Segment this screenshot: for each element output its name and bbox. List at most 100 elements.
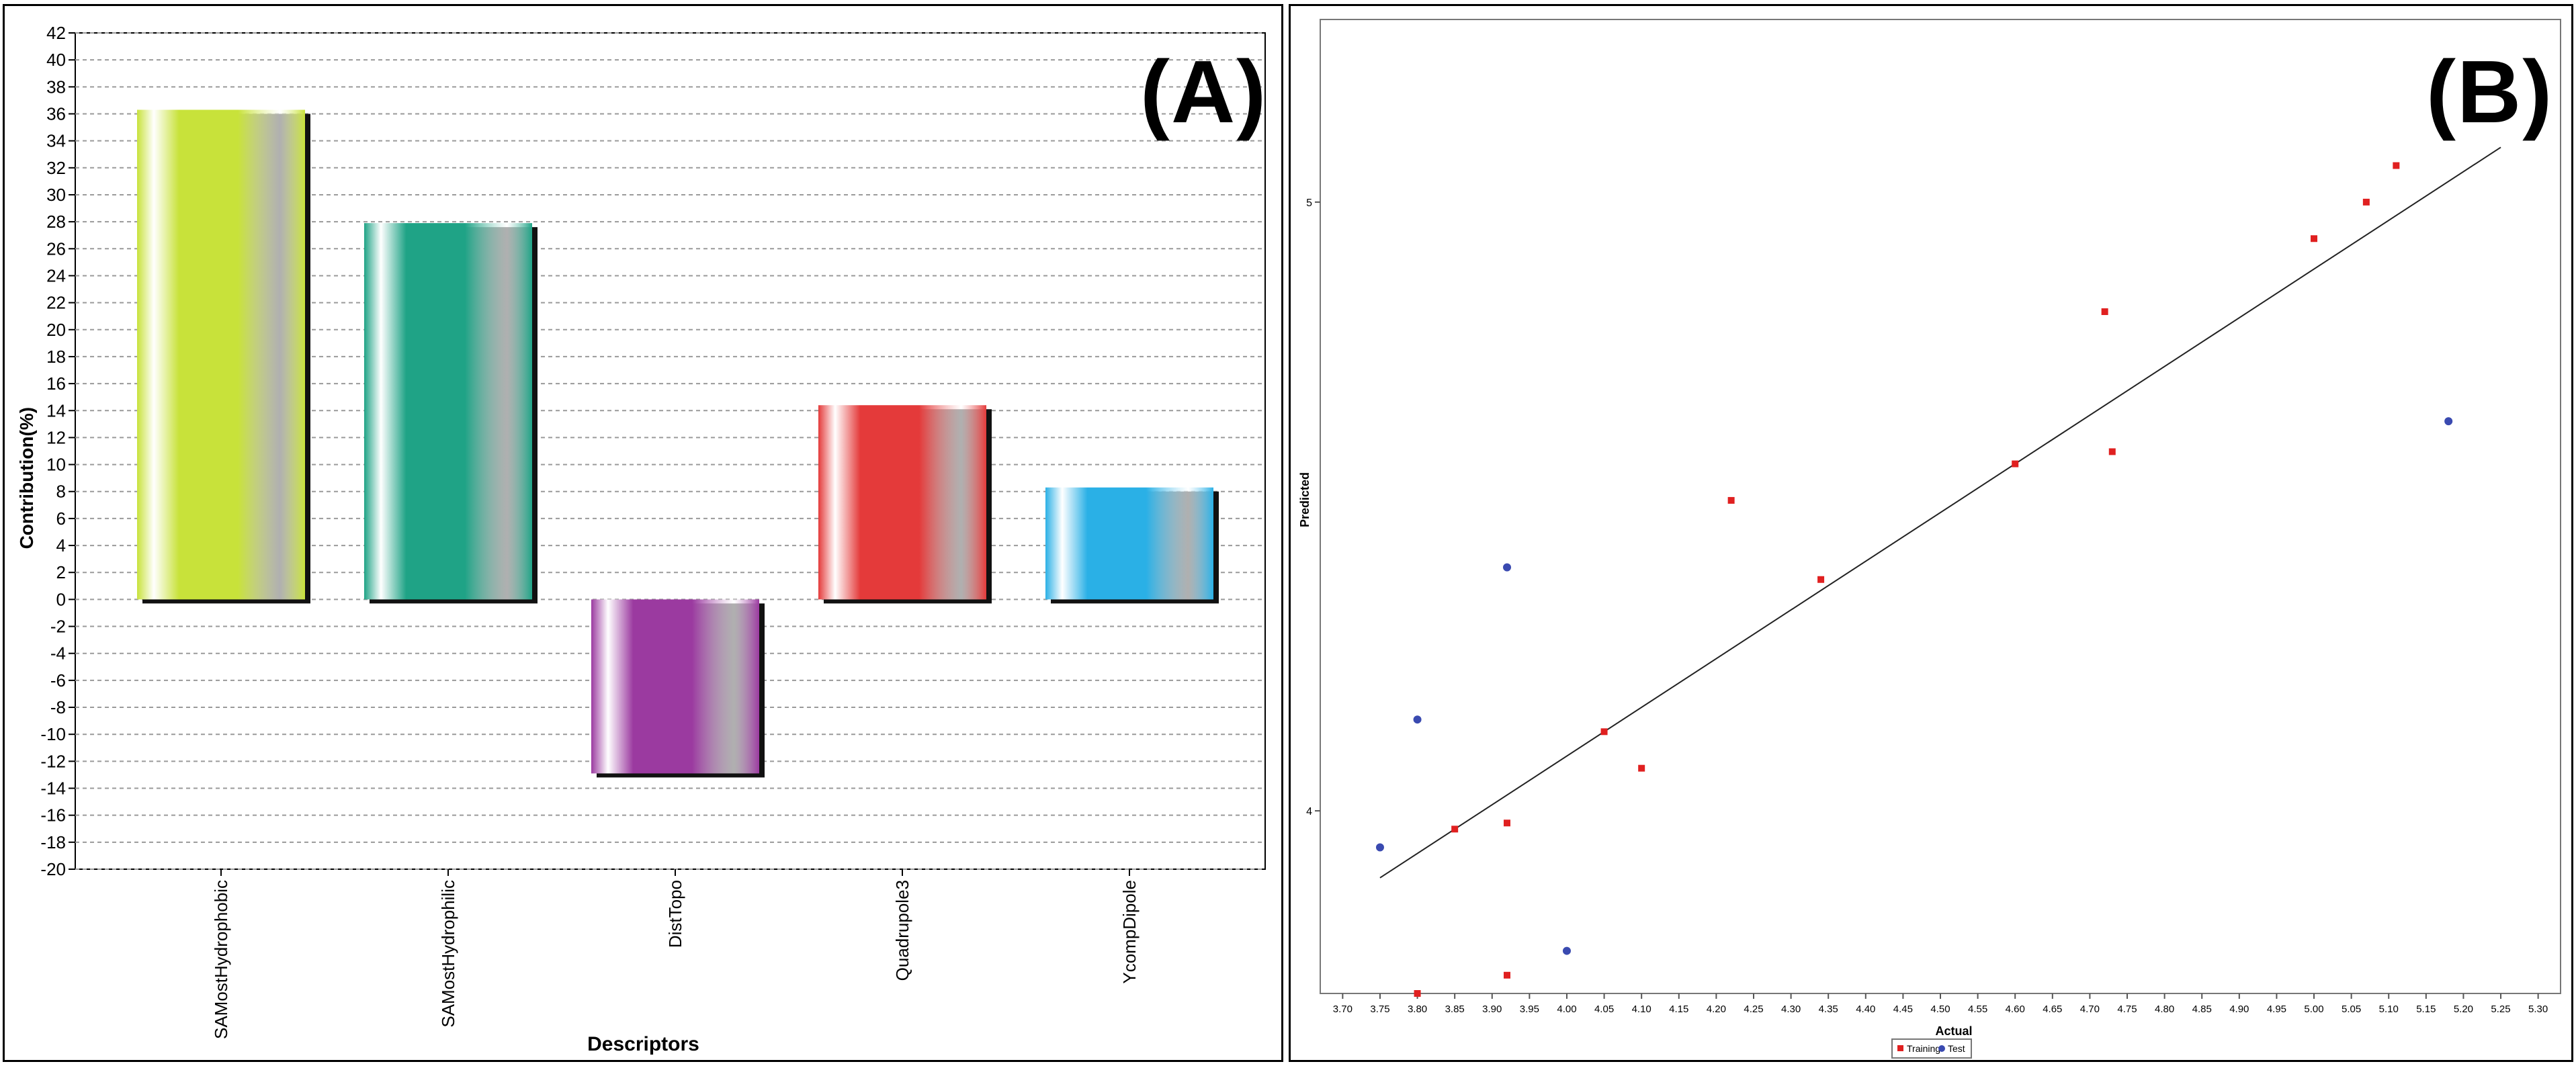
x-tick-label: 4.95 bbox=[2267, 1004, 2286, 1015]
x-tick-label: 4.35 bbox=[1819, 1004, 1838, 1015]
y-tick-label: 26 bbox=[46, 238, 66, 259]
x-tick-label: 4.45 bbox=[1893, 1004, 1913, 1015]
x-tick-label: Quadrupole3 bbox=[892, 880, 912, 981]
legend-label-test: Test bbox=[1948, 1043, 1965, 1054]
training-point bbox=[2362, 198, 2370, 206]
y-tick-label: 32 bbox=[46, 158, 66, 178]
x-tick-label: DistTopo bbox=[665, 880, 685, 948]
y-tick-label: 6 bbox=[56, 508, 66, 529]
y-tick-label: 4 bbox=[1306, 806, 1312, 817]
x-tick-label: 5.10 bbox=[2379, 1004, 2399, 1015]
y-tick-label: 8 bbox=[56, 482, 66, 502]
x-tick-label: 4.85 bbox=[2192, 1004, 2212, 1015]
y-tick-label: -20 bbox=[40, 859, 66, 879]
bar-samosthydrophilic bbox=[364, 223, 532, 600]
plot-frame bbox=[1320, 19, 2561, 994]
x-tick-label: 4.90 bbox=[2229, 1004, 2249, 1015]
x-tick-label: 5.05 bbox=[2342, 1004, 2361, 1015]
y-tick-label: 34 bbox=[46, 131, 66, 151]
scatter-chart: 3.70 3.75 3.80 3.85 3.90 3.95 4.00 4.05 4.10 4.15… bbox=[1298, 19, 2561, 1059]
y-tick-label: -14 bbox=[40, 779, 66, 799]
x-tick-label: 4.80 bbox=[2155, 1004, 2174, 1015]
y-tick-label: 14 bbox=[46, 400, 66, 420]
x-tick-label: 4.60 bbox=[2006, 1004, 2025, 1015]
legend-box bbox=[1891, 1038, 1972, 1059]
x-tick-label: 5.00 bbox=[2304, 1004, 2323, 1015]
panel-label-a: (A) bbox=[1140, 42, 1268, 141]
x-tick-label: SAMostHydrophilic bbox=[438, 880, 458, 1028]
training-point bbox=[2108, 448, 2116, 455]
y-tick-label: 10 bbox=[46, 455, 66, 475]
y-axis-label: Contribution(%) bbox=[16, 407, 37, 549]
x-tick-label: YcompDipole bbox=[1119, 880, 1140, 984]
training-point bbox=[2311, 235, 2318, 242]
training-point bbox=[2497, 64, 2505, 72]
x-tick-label: 4.10 bbox=[1632, 1004, 1651, 1015]
x-tick-label: 4.70 bbox=[2080, 1004, 2100, 1015]
x-tick-label: 4.40 bbox=[1856, 1004, 1875, 1015]
x-axis-label: Descriptors bbox=[587, 1033, 699, 1055]
y-tick-label: 30 bbox=[46, 185, 66, 205]
x-tick-label: 5.30 bbox=[2528, 1004, 2548, 1015]
y-tick-label: -12 bbox=[40, 751, 66, 771]
test-point bbox=[1562, 946, 1571, 955]
y-tick-label: -2 bbox=[50, 617, 66, 637]
training-point bbox=[1504, 819, 1511, 827]
x-tick-label: 3.70 bbox=[1333, 1004, 1353, 1015]
test-point bbox=[1375, 843, 1384, 852]
x-tick-label: 4.20 bbox=[1707, 1004, 1726, 1015]
y-tick-label: -4 bbox=[50, 643, 66, 664]
x-tick-label: 4.65 bbox=[2043, 1004, 2062, 1015]
y-tick-label: 20 bbox=[46, 320, 66, 340]
regression-line bbox=[1379, 146, 2501, 879]
y-tick-label: 2 bbox=[56, 562, 66, 582]
x-tick-label: 5.15 bbox=[2416, 1004, 2436, 1015]
panel-a: -20 -18 -16 -14 -12 -10 -8 -6 -4 -2 0 2 4 6 8 10 12 14 16 1… bbox=[3, 4, 1283, 1062]
training-point bbox=[2101, 308, 2108, 315]
y-tick-label: 28 bbox=[46, 212, 66, 232]
y-tick-label: 18 bbox=[46, 347, 66, 367]
x-tick-label: 5.20 bbox=[2454, 1004, 2473, 1015]
x-tick-label: 4.30 bbox=[1781, 1004, 1801, 1015]
test-point bbox=[1503, 563, 1512, 572]
bar-samosthydrophobic bbox=[137, 109, 305, 600]
y-tick-label: 4 bbox=[56, 535, 66, 556]
x-tick-label: 3.85 bbox=[1445, 1004, 1465, 1015]
bar-ycompdipole bbox=[1045, 487, 1213, 600]
x-axis-label: Actual bbox=[1935, 1024, 1972, 1038]
legend-swatch-test bbox=[1938, 1045, 1945, 1052]
training-point bbox=[2393, 162, 2400, 169]
x-tick-label: 3.80 bbox=[1408, 1004, 1427, 1015]
training-point bbox=[1817, 576, 1825, 583]
y-tick-label: 24 bbox=[46, 265, 66, 285]
y-tick-label: 0 bbox=[56, 589, 66, 609]
y-axis-label: Predicted bbox=[1298, 472, 1312, 527]
training-point bbox=[1600, 728, 1608, 736]
x-tick-label: 3.90 bbox=[1482, 1004, 1502, 1015]
legend-swatch-training bbox=[1897, 1045, 1903, 1051]
training-point bbox=[1451, 826, 1459, 833]
x-tick-label: SAMostHydrophobic bbox=[211, 880, 231, 1039]
y-tick-label: 5 bbox=[1306, 197, 1312, 209]
training-point bbox=[1504, 971, 1511, 979]
y-tick-label: 16 bbox=[46, 373, 66, 394]
panel-label-b: (B) bbox=[2426, 42, 2554, 141]
y-tick-label: 12 bbox=[46, 427, 66, 447]
x-tick-label: 3.75 bbox=[1370, 1004, 1389, 1015]
y-tick-label: -18 bbox=[40, 832, 66, 852]
bar-quadrupole3 bbox=[818, 405, 986, 600]
test-point bbox=[1413, 715, 1422, 724]
y-tick-label: -10 bbox=[40, 724, 66, 744]
y-tick-label: -8 bbox=[50, 697, 66, 717]
y-tick-label: 38 bbox=[46, 77, 66, 97]
y-tick-label: 40 bbox=[46, 50, 66, 70]
x-tick-label: 4.50 bbox=[1930, 1004, 1950, 1015]
bar-chart: -20-18-16-14-12-10-8-6-4-202468101214161… bbox=[16, 23, 1266, 1055]
training-point bbox=[2012, 460, 2019, 468]
training-point bbox=[1414, 990, 1421, 997]
x-tick-label: 4.55 bbox=[1968, 1004, 1987, 1015]
y-tick-label: 36 bbox=[46, 103, 66, 124]
x-tick-label: 4.00 bbox=[1557, 1004, 1576, 1015]
x-tick-label: 4.25 bbox=[1744, 1004, 1763, 1015]
x-tick-label: 4.05 bbox=[1594, 1004, 1614, 1015]
